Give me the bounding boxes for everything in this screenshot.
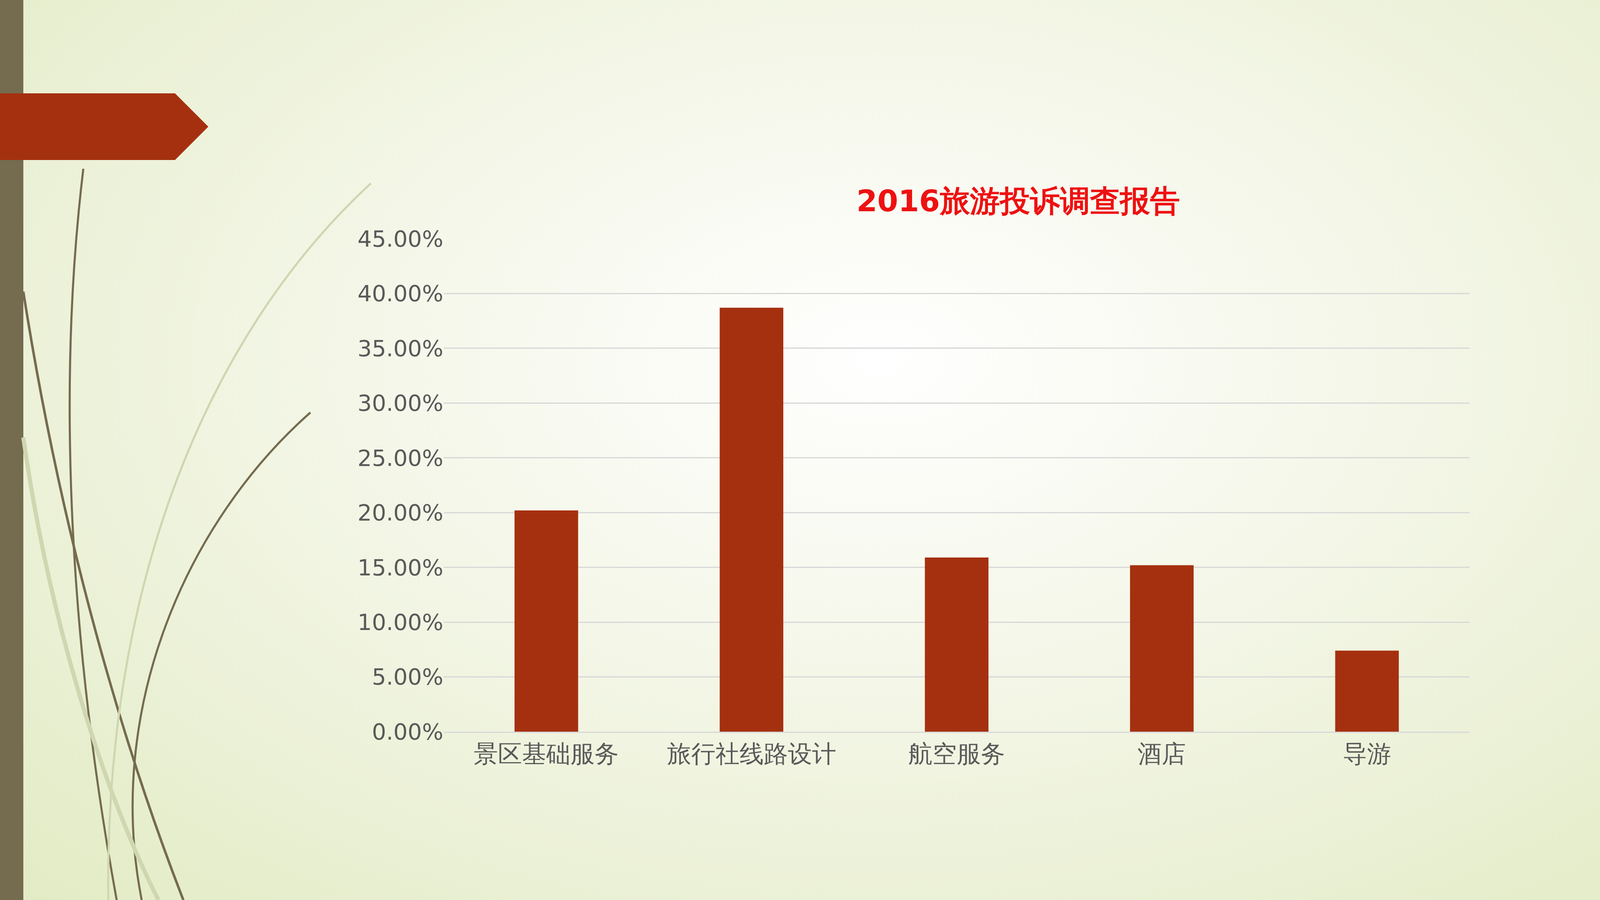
svg-text:5.00%: 5.00%: [371, 663, 444, 690]
svg-text:10.00%: 10.00%: [357, 609, 444, 636]
svg-text:旅行社线路设计: 旅行社线路设计: [667, 739, 837, 768]
svg-text:导游: 导游: [1342, 739, 1392, 768]
svg-text:40.00%: 40.00%: [357, 280, 444, 307]
svg-text:25.00%: 25.00%: [357, 445, 444, 472]
svg-text:45.00%: 45.00%: [357, 225, 444, 253]
svg-text:景区基础服务: 景区基础服务: [473, 739, 619, 768]
svg-text:2016旅游投诉调查报告: 2016旅游投诉调查报告: [856, 183, 1180, 219]
svg-text:35.00%: 35.00%: [357, 335, 444, 362]
svg-text:航空服务: 航空服务: [908, 739, 1005, 768]
svg-text:15.00%: 15.00%: [357, 554, 444, 581]
svg-text:20.00%: 20.00%: [357, 499, 444, 526]
svg-text:0.00%: 0.00%: [371, 718, 444, 745]
svg-text:酒店: 酒店: [1137, 739, 1186, 768]
svg-text:30.00%: 30.00%: [357, 390, 444, 417]
